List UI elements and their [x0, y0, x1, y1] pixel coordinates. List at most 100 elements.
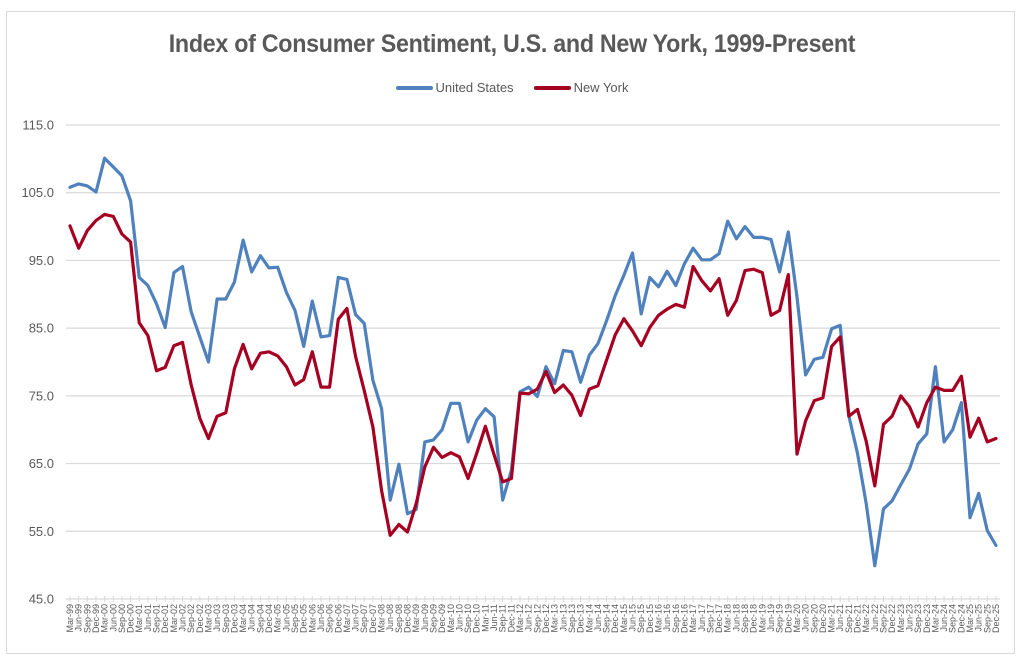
x-tick-label: Mar-08 [377, 604, 387, 633]
x-tick-label: Jun-15 [628, 604, 638, 632]
x-tick-label: Mar-18 [723, 604, 733, 633]
x-tick-label: Dec-24 [956, 604, 966, 633]
x-tick-label: Mar-09 [411, 604, 421, 633]
x-tick-label: Sep-08 [394, 604, 404, 633]
x-tick-label: Mar-01 [134, 604, 144, 633]
x-tick-label: Jun-05 [281, 604, 291, 632]
x-tick-label: Sep-06 [325, 604, 335, 633]
x-tick-label: Sep-01 [152, 604, 162, 633]
x-tick-label: Dec-11 [506, 604, 516, 632]
x-tick-label: Jun-01 [143, 604, 153, 632]
x-tick-label: Mar-00 [100, 604, 110, 633]
x-tick-label: Jun-25 [974, 604, 984, 632]
x-tick-label: Mar-12 [515, 604, 525, 633]
x-tick-label: Jun-03 [212, 604, 222, 632]
series-points-united-states [69, 158, 997, 566]
x-tick-label: Sep-22 [878, 604, 888, 633]
x-tick-label: Mar-14 [584, 604, 594, 633]
x-tick-label: Sep-07 [359, 604, 369, 633]
x-tick-label: Mar-04 [238, 604, 248, 633]
x-tick-label: Jun-08 [385, 604, 395, 632]
x-tick-label: Dec-14 [610, 604, 620, 633]
x-tick-label: Mar-25 [965, 604, 975, 633]
x-tick-label: Dec-17 [714, 604, 724, 633]
x-tick-label: Jun-12 [524, 604, 534, 632]
gridlines [66, 124, 1000, 532]
x-tick-label: Sep-13 [567, 604, 577, 633]
x-tick-label: Sep-25 [982, 604, 992, 633]
x-tick-label: Dec-21 [853, 604, 863, 633]
x-tick-label: Jun-21 [835, 604, 845, 632]
x-tick-label: Jun-23 [904, 604, 914, 632]
x-tick-label: Mar-03 [203, 604, 213, 633]
x-tick-label: Dec-10 [472, 604, 482, 633]
x-tick-label: Sep-12 [532, 604, 542, 633]
x-tick-label: Sep-00 [117, 604, 127, 633]
x-tick-label: Jun-16 [662, 604, 672, 632]
x-tick-label: Mar-17 [688, 604, 698, 633]
legend-label-new-york: New York [573, 80, 629, 95]
series-lines [68, 156, 998, 568]
y-tick-label: 85.0 [29, 321, 54, 336]
x-tick-label: Jun-99 [74, 604, 84, 632]
legend-item-new-york: New York [533, 80, 629, 95]
x-tick-label: Mar-16 [653, 604, 663, 633]
x-tick-label: Jun-18 [731, 604, 741, 632]
x-tick-label: Sep-05 [290, 604, 300, 633]
x-tick-label: Dec-99 [91, 604, 101, 633]
x-tick-label: Mar-07 [342, 604, 352, 633]
x-tick-label: Mar-20 [792, 604, 802, 633]
y-tick-label: 75.0 [29, 388, 54, 403]
x-tick-label: Mar-21 [827, 604, 837, 633]
x-tick-label: Jun-11 [489, 604, 499, 631]
x-axis: Mar-99Jun-99Sep-99Dec-99Mar-00Jun-00Sep-… [65, 596, 1001, 633]
x-tick-label: Dec-07 [368, 604, 378, 633]
x-tick-label: Mar-19 [757, 604, 767, 633]
legend-label-united-states: United States [435, 80, 514, 95]
chart-frame [6, 11, 1015, 654]
x-tick-label: Mar-22 [861, 604, 871, 633]
chart-title: Index of Consumer Sentiment, U.S. and Ne… [168, 30, 856, 58]
series-line-united-states [68, 156, 998, 568]
x-tick-label: Jun-04 [247, 604, 257, 632]
x-tick-label: Sep-18 [740, 604, 750, 633]
x-tick-label: Jun-13 [558, 604, 568, 632]
y-tick-label: 55.0 [29, 524, 54, 539]
x-tick-label: Dec-25 [991, 604, 1001, 633]
x-tick-label: Dec-18 [749, 604, 759, 633]
x-tick-label: Dec-03 [229, 604, 239, 633]
chart-legend: United States New York [0, 80, 1024, 95]
x-tick-label: Dec-15 [645, 604, 655, 633]
x-tick-label: Dec-00 [126, 604, 136, 633]
x-tick-label: Dec-20 [818, 604, 828, 633]
x-tick-label: Dec-08 [403, 604, 413, 633]
x-tick-label: Jun-09 [420, 604, 430, 632]
x-tick-label: Sep-04 [255, 604, 265, 633]
x-tick-label: Mar-23 [896, 604, 906, 633]
x-tick-label: Dec-05 [299, 604, 309, 633]
x-tick-label: Jun-22 [870, 604, 880, 632]
x-tick-label: Mar-05 [273, 604, 283, 633]
x-tick-label: Dec-23 [922, 604, 932, 633]
series-points-new-york [69, 214, 997, 536]
y-tick-label: 115.0 [22, 118, 54, 133]
legend-swatch-united-states [395, 85, 433, 90]
x-tick-label: Sep-02 [186, 604, 196, 633]
legend-item-united-states: United States [395, 80, 514, 95]
x-tick-label: Sep-14 [602, 604, 612, 633]
y-tick-label: 45.0 [29, 592, 54, 607]
x-tick-label: Jun-02 [178, 604, 188, 632]
x-tick-label: Dec-06 [333, 604, 343, 633]
x-tick-label: Jun-17 [697, 604, 707, 632]
x-tick-label: Mar-10 [446, 604, 456, 633]
x-tick-label: Dec-02 [195, 604, 205, 633]
x-tick-label: Sep-20 [809, 604, 819, 633]
x-tick-label: Dec-09 [437, 604, 447, 633]
x-tick-label: Dec-04 [264, 604, 274, 633]
y-axis: 45.0 55.0 65.0 75.0 85.0 95.0 105.0 115.0 [21, 118, 54, 607]
x-tick-label: Sep-10 [463, 604, 473, 633]
x-tick-label: Dec-22 [887, 604, 897, 633]
x-tick-label: Mar-13 [550, 604, 560, 633]
x-tick-label: Sep-19 [775, 604, 785, 633]
